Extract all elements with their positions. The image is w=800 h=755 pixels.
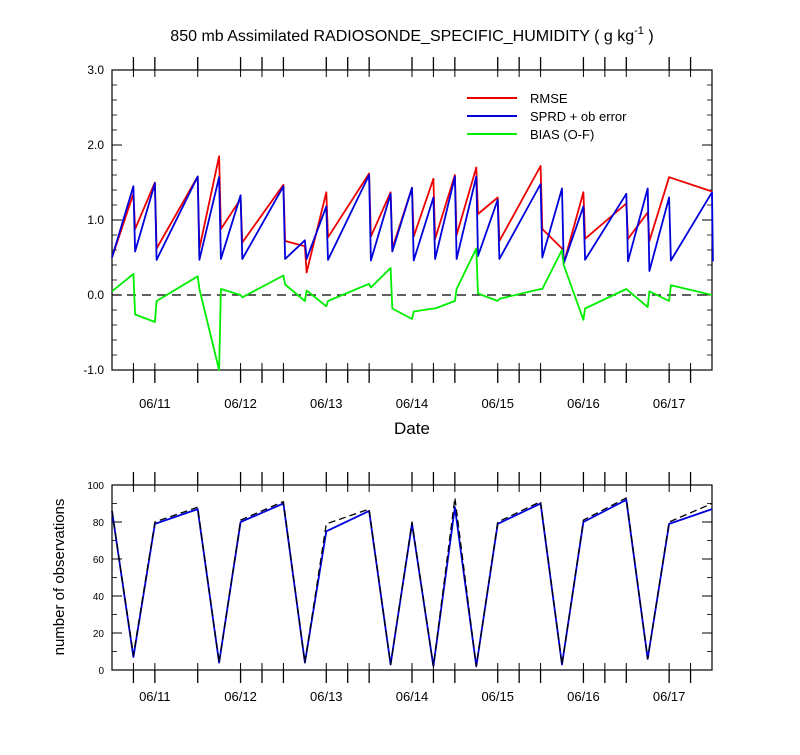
- y-tick-label: 0: [98, 666, 104, 677]
- x-tick-label: 06/13: [310, 396, 343, 411]
- x-tick-label: 06/15: [481, 396, 514, 411]
- y-tick-label: 80: [93, 518, 105, 529]
- plot-frame: [111, 484, 713, 671]
- legend-label-bias: BIAS (O-F): [530, 127, 594, 142]
- legend-label-rmse: RMSE: [530, 91, 568, 106]
- x-tick-label: 06/12: [224, 396, 257, 411]
- x-tick-label: 06/12: [224, 689, 257, 704]
- series-line-sprd-ob-error: [111, 174, 714, 272]
- y-axis-label-bottom: number of observations: [51, 499, 68, 656]
- y-tick-label: 2.0: [87, 138, 104, 152]
- x-tick-label: 06/17: [653, 689, 686, 704]
- y-tick-label: 3.0: [87, 63, 104, 77]
- x-tick-label: 06/17: [653, 396, 686, 411]
- series-line-possible: [111, 497, 713, 667]
- x-tick-label: 06/14: [396, 396, 429, 411]
- x-tick-label: 06/15: [481, 689, 514, 704]
- y-tick-label: 60: [93, 555, 105, 566]
- y-tick-label: 1.0: [87, 213, 104, 227]
- chart-title: 850 mb Assimilated RADIOSONDE_SPECIFIC_H…: [170, 25, 653, 45]
- x-tick-label: 06/16: [567, 689, 600, 704]
- x-tick-label: 06/11: [139, 689, 171, 704]
- y-tick-label: 20: [93, 629, 105, 640]
- series-line-bias-o-f: [111, 247, 713, 371]
- x-tick-label: 06/16: [567, 396, 600, 411]
- bottom-chart-panel: 100 80 60 40 20 0 06/11 06/12 06/13 06/14 06/15 06/…: [87, 472, 713, 704]
- x-axis-label: Date: [394, 419, 430, 438]
- x-tick-label: 06/14: [396, 689, 429, 704]
- y-tick-label: 100: [87, 481, 104, 492]
- y-tick-label: 0.0: [87, 288, 104, 302]
- top-chart-panel: 3.0 2.0 1.0 0.0 -1.0 06/11 06/12 06/13 06/14 06/1…: [83, 57, 714, 411]
- y-tick-label: 40: [93, 592, 105, 603]
- x-tick-label: 06/13: [310, 689, 343, 704]
- x-tick-label: 06/11: [139, 396, 171, 411]
- y-tick-label: -1.0: [83, 363, 104, 377]
- legend-label-sprd: SPRD + ob error: [530, 109, 627, 124]
